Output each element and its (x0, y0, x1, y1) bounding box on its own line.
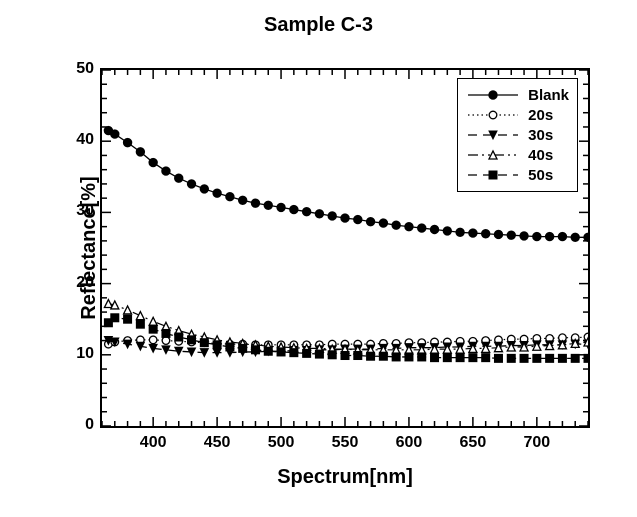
y-tick-label: 10 (66, 345, 94, 363)
legend-item-s20: 20s (466, 105, 569, 125)
plot-area: Blank 20s 30s 40s 50s (100, 68, 590, 428)
y-tick-label: 20 (66, 274, 94, 292)
legend-item-s30: 30s (466, 125, 569, 145)
y-tick-label: 30 (66, 202, 94, 220)
x-tick-label: 550 (329, 434, 361, 452)
y-tick-label: 0 (66, 416, 94, 434)
legend-swatch (466, 87, 520, 103)
x-tick-label: 500 (265, 434, 297, 452)
legend-item-s50: 50s (466, 165, 569, 185)
x-tick-label: 400 (137, 434, 169, 452)
legend-label: 40s (528, 147, 553, 164)
legend-swatch (466, 107, 520, 123)
legend-swatch (466, 167, 520, 183)
legend-label: Blank (528, 87, 569, 104)
chart-root: Sample C-3 Reflectance[%] Spectrum[nm] B… (0, 0, 637, 517)
y-tick-label: 50 (66, 60, 94, 78)
x-axis-label: Spectrum[nm] (100, 466, 590, 489)
x-tick-label: 450 (201, 434, 233, 452)
legend-swatch (466, 127, 520, 143)
chart-title: Sample C-3 (0, 14, 637, 37)
legend-item-s40: 40s (466, 145, 569, 165)
x-tick-label: 650 (457, 434, 489, 452)
y-tick-label: 40 (66, 131, 94, 149)
legend-label: 30s (528, 127, 553, 144)
x-tick-label: 600 (393, 434, 425, 452)
x-tick-label: 700 (521, 434, 553, 452)
legend: Blank 20s 30s 40s 50s (457, 78, 578, 192)
legend-item-blank: Blank (466, 85, 569, 105)
legend-swatch (466, 147, 520, 163)
legend-label: 50s (528, 167, 553, 184)
legend-label: 20s (528, 107, 553, 124)
y-axis-label: Reflectance[%] (78, 176, 101, 319)
